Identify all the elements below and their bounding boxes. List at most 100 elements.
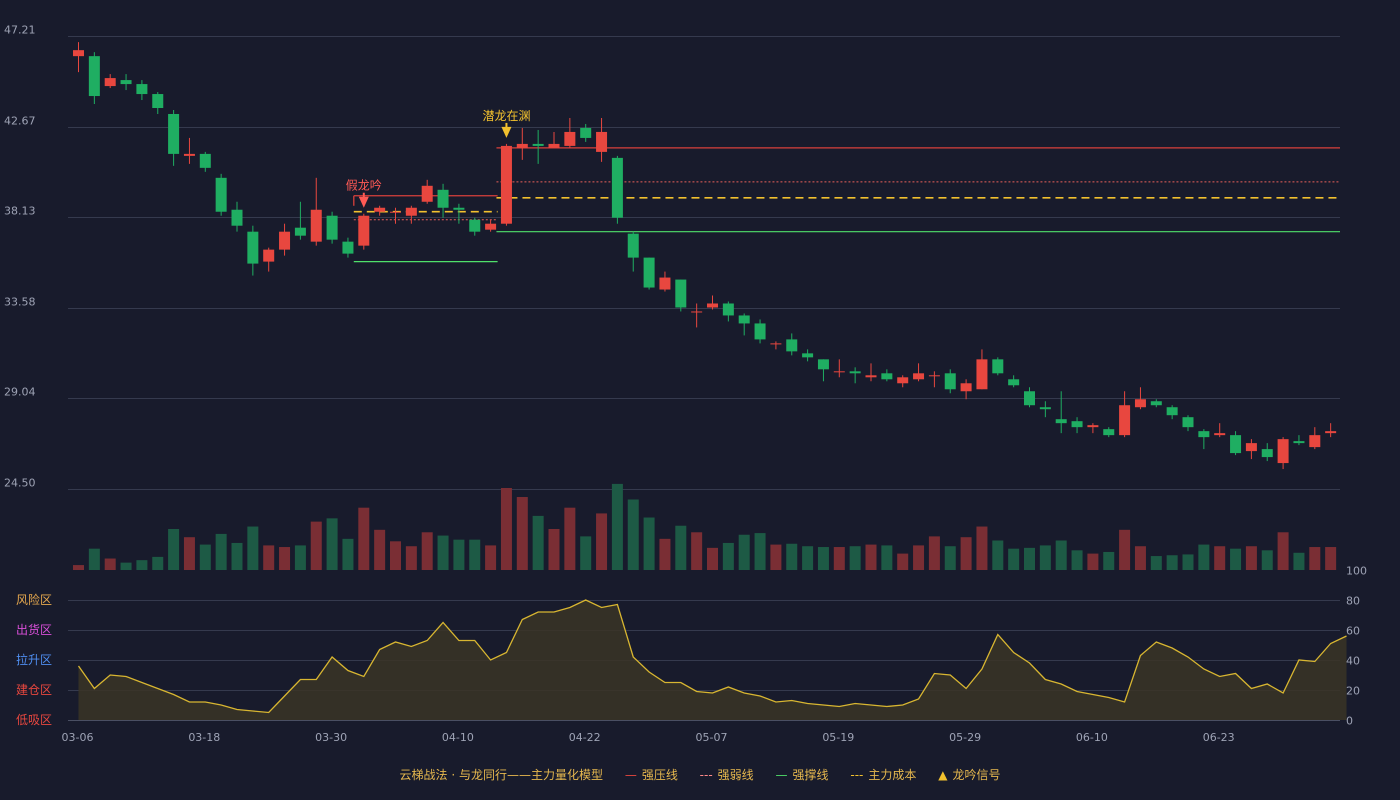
price-tick-label: 47.21 <box>4 24 36 37</box>
candle-body <box>437 189 449 208</box>
volume-bar <box>833 547 845 570</box>
osc-line <box>77 599 1347 714</box>
volume-bar <box>1119 529 1131 570</box>
volume-bar <box>1134 546 1146 570</box>
candle-body <box>294 227 306 236</box>
osc-tick-label: 60 <box>1346 625 1360 638</box>
signal-label: 潜龙在渊 <box>482 109 530 123</box>
volume-bar <box>1293 552 1305 570</box>
candle-body <box>754 323 766 340</box>
candle-body <box>659 277 671 290</box>
osc-tick-label: 20 <box>1346 685 1360 698</box>
candle-body <box>1198 431 1210 438</box>
zone-label: 拉升区 <box>16 652 52 667</box>
volume-bar <box>168 529 180 570</box>
osc-tick-label: 80 <box>1346 595 1360 608</box>
volume-bar <box>659 538 671 570</box>
x-tick-label: 05-19 <box>822 731 854 744</box>
volume-bar <box>722 542 734 570</box>
signal-label: 假龙吟 <box>346 178 382 193</box>
candle-body <box>913 373 925 380</box>
candle-body <box>833 371 845 373</box>
candle-body <box>421 185 433 202</box>
candle-body <box>1230 435 1242 454</box>
candle-body <box>279 231 291 250</box>
volume-bar <box>342 538 354 570</box>
volume-bar <box>152 556 164 570</box>
candle-body <box>120 80 132 85</box>
candle-body <box>1214 433 1226 436</box>
candle-body <box>1182 417 1194 428</box>
volume-bar <box>897 553 909 570</box>
volume-bar <box>913 545 925 570</box>
volume-bar <box>1309 547 1321 570</box>
volume-bar <box>786 543 798 570</box>
volume-bar <box>104 558 116 570</box>
volume-bar <box>532 515 544 570</box>
legend-label: 强弱线 <box>717 768 754 782</box>
volume-bar <box>865 544 877 570</box>
candle-body <box>1071 421 1083 428</box>
legend-label: 主力成本 <box>868 768 917 782</box>
resistance-line-icon: — <box>624 768 637 782</box>
volume-bar <box>231 542 243 570</box>
candle-body <box>1309 435 1321 448</box>
candle-body <box>532 143 544 146</box>
candle-body <box>643 257 655 288</box>
volume-bar <box>675 525 687 570</box>
volume-bar <box>992 540 1004 570</box>
candle-body <box>802 353 814 358</box>
volume-bar <box>405 546 417 570</box>
volume-bar <box>390 541 401 570</box>
price-tick-label: 24.50 <box>4 477 36 490</box>
volume-bar <box>136 560 148 570</box>
x-tick-label: 04-10 <box>442 731 474 744</box>
candle-body <box>944 373 956 390</box>
volume-bar <box>485 545 497 570</box>
candle-body <box>1325 431 1337 434</box>
legend-item-cost: --- 主力成本 <box>850 766 916 783</box>
candle-body <box>1150 401 1162 406</box>
x-tick-label: 06-23 <box>1203 731 1235 744</box>
candle-body <box>405 207 417 216</box>
x-tick-label: 03-06 <box>62 731 94 744</box>
candle-body <box>199 153 211 168</box>
zone-label: 出货区 <box>16 622 52 637</box>
volume-bar <box>849 546 861 570</box>
volume-bar <box>691 532 703 570</box>
osc-tick-label: 40 <box>1346 655 1360 668</box>
volume-bar <box>183 537 195 570</box>
volume-bar <box>1166 555 1178 570</box>
candle-body <box>1119 405 1131 436</box>
price-tick-label: 38.13 <box>4 205 36 218</box>
volume-bar <box>1055 540 1067 570</box>
osc-area <box>78 600 1347 720</box>
candle-body <box>1261 449 1273 458</box>
osc-tick-label: 0 <box>1346 715 1353 728</box>
candle-body <box>611 157 623 218</box>
candle-body <box>168 113 180 154</box>
volume-bar <box>1103 551 1115 570</box>
zone-label: 低吸区 <box>16 713 52 727</box>
legend-title: 云梯战法 · 与龙同行——主力量化模型 <box>399 768 603 782</box>
candle-body <box>263 249 275 262</box>
candle-body <box>374 207 386 212</box>
candle-body <box>1166 407 1178 416</box>
volume-bar <box>1087 553 1099 570</box>
volume-bar <box>754 533 766 570</box>
candle-body <box>928 375 940 377</box>
volume-bar <box>263 545 275 570</box>
x-tick-label: 04-22 <box>569 731 601 744</box>
candle-body <box>564 131 576 146</box>
candle-body <box>73 50 84 57</box>
volume-bar <box>1150 556 1162 570</box>
candle-body <box>849 371 861 374</box>
candle-body <box>596 131 608 152</box>
volume-bar <box>548 529 560 570</box>
candle-body <box>675 279 687 308</box>
volume-bar <box>1071 550 1083 570</box>
candle-body <box>453 207 465 210</box>
candle-body <box>1245 443 1257 452</box>
candle-body <box>1087 425 1099 428</box>
volume-bar <box>580 536 592 570</box>
